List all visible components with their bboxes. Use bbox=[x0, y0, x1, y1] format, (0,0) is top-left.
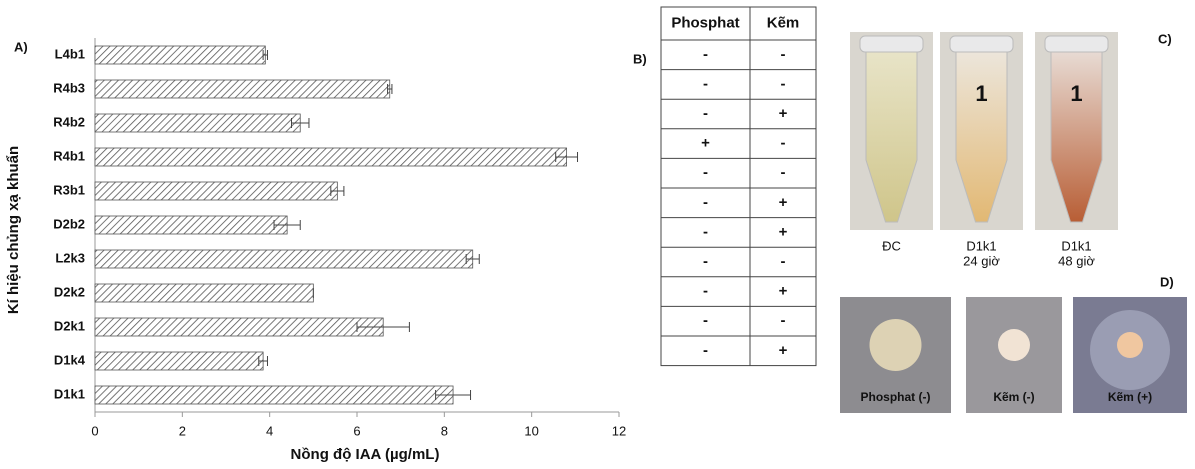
tube-caption: D1k1 bbox=[966, 238, 996, 253]
y-tick-label: D1k1 bbox=[54, 386, 85, 401]
y-tick-label: D2b2 bbox=[53, 216, 85, 231]
y-tick-label: L4b1 bbox=[55, 46, 85, 61]
table-cell: - bbox=[781, 164, 786, 181]
bar bbox=[94, 283, 314, 303]
tube-cap bbox=[859, 35, 924, 53]
table-cell: + bbox=[779, 223, 788, 240]
table-cell: - bbox=[703, 46, 708, 63]
x-tick-label: 6 bbox=[353, 423, 360, 438]
tube-number: 1 bbox=[1070, 81, 1082, 106]
error-bar bbox=[330, 186, 345, 196]
bar bbox=[94, 147, 568, 167]
tube-caption: 24 giờ bbox=[963, 253, 1000, 268]
table-cell: - bbox=[703, 342, 708, 359]
plate-caption: Kẽm (+) bbox=[1108, 390, 1152, 404]
tube-caption: D1k1 bbox=[1061, 238, 1091, 253]
y-tick-label: R4b1 bbox=[53, 148, 85, 163]
x-tick-label: 8 bbox=[441, 423, 448, 438]
y-tick-label: R4b3 bbox=[53, 80, 85, 95]
panel-label: D) bbox=[1160, 274, 1174, 289]
y-tick-label: D2k1 bbox=[54, 318, 85, 333]
table-cell: + bbox=[779, 283, 788, 300]
bar bbox=[94, 79, 391, 99]
table-cell: + bbox=[779, 194, 788, 211]
table-cell: - bbox=[703, 253, 708, 270]
table-cell: + bbox=[779, 342, 788, 359]
table-cell: - bbox=[781, 253, 786, 270]
bar bbox=[94, 385, 454, 405]
error-bar bbox=[262, 50, 268, 60]
table-cell: + bbox=[701, 135, 710, 152]
table-border bbox=[660, 6, 817, 367]
x-axis-title: Nồng độ IAA (µg/mL) bbox=[291, 446, 440, 463]
error-bar bbox=[465, 254, 480, 264]
y-tick-label: R3b1 bbox=[53, 182, 85, 197]
y-axis-title: Kí hiệu chủng xạ khuẩn bbox=[5, 146, 22, 314]
plate-caption: Kẽm (-) bbox=[993, 390, 1034, 404]
y-tick-label: L2k3 bbox=[55, 250, 85, 265]
error-bar bbox=[555, 152, 579, 162]
bar bbox=[94, 215, 288, 235]
table-cell: - bbox=[703, 223, 708, 240]
x-tick-label: 2 bbox=[179, 423, 186, 438]
x-tick-label: 0 bbox=[91, 423, 98, 438]
table-header: Kẽm bbox=[767, 14, 800, 31]
panel-label: B) bbox=[633, 51, 647, 66]
bar bbox=[94, 45, 266, 65]
table-cell: - bbox=[703, 312, 708, 329]
tube-caption: ĐC bbox=[882, 238, 901, 253]
panel-label: C) bbox=[1158, 31, 1172, 46]
bar bbox=[94, 249, 474, 269]
table-cell: + bbox=[779, 105, 788, 122]
colony bbox=[1117, 332, 1143, 358]
x-tick-label: 4 bbox=[266, 423, 273, 438]
table-cell: - bbox=[703, 164, 708, 181]
bar bbox=[94, 113, 301, 133]
plate-caption: Phosphat (-) bbox=[861, 390, 931, 404]
y-tick-label: D2k2 bbox=[54, 284, 85, 299]
table-cell: - bbox=[781, 135, 786, 152]
panel-label: A) bbox=[14, 39, 28, 54]
error-bar bbox=[435, 390, 472, 400]
y-tick-label: R4b2 bbox=[53, 114, 85, 129]
table-header: Phosphat bbox=[671, 14, 739, 31]
x-tick-label: 10 bbox=[524, 423, 538, 438]
error-bar bbox=[291, 118, 310, 128]
table-cell: - bbox=[703, 194, 708, 211]
colony bbox=[869, 319, 922, 371]
error-bar bbox=[387, 84, 393, 94]
table-cell: - bbox=[703, 75, 708, 92]
bar bbox=[94, 181, 338, 201]
error-bar bbox=[273, 220, 301, 230]
tube-cap bbox=[949, 35, 1014, 53]
table-cell: - bbox=[781, 312, 786, 329]
tube-cap bbox=[1044, 35, 1109, 53]
table-cell: - bbox=[781, 46, 786, 63]
tube-caption: 48 giờ bbox=[1058, 253, 1095, 268]
bar bbox=[94, 317, 384, 337]
colony bbox=[998, 329, 1030, 361]
error-bar bbox=[258, 356, 268, 366]
table-cell: - bbox=[703, 105, 708, 122]
x-tick-label: 12 bbox=[612, 423, 626, 438]
y-tick-label: D1k4 bbox=[54, 352, 86, 367]
table-cell: - bbox=[703, 283, 708, 300]
table-cell: - bbox=[781, 75, 786, 92]
error-bar bbox=[356, 322, 410, 332]
tube-number: 1 bbox=[975, 81, 987, 106]
bar bbox=[94, 351, 264, 371]
